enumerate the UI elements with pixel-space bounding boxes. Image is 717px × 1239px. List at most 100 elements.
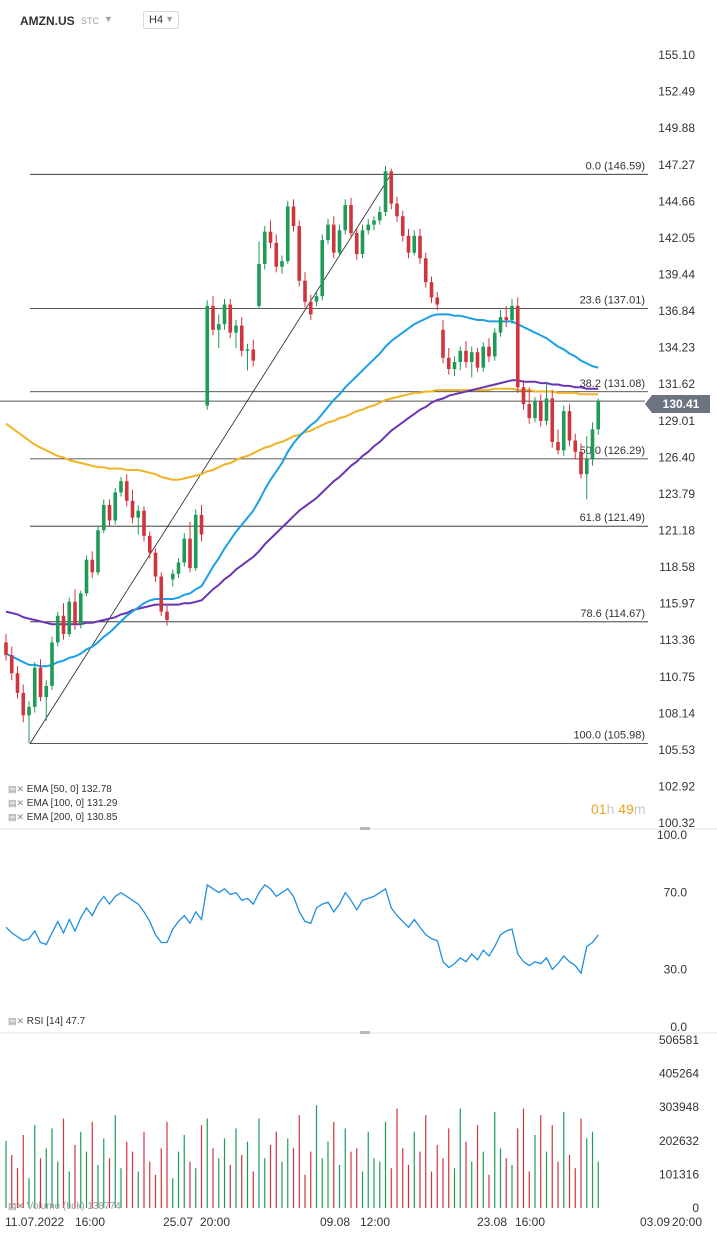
candle-body <box>147 535 152 553</box>
candle-body <box>349 205 353 234</box>
candle-body <box>182 538 187 563</box>
candle-body <box>27 706 31 716</box>
market-label[interactable]: STC <box>81 16 99 26</box>
candle-body <box>50 642 54 686</box>
chart-header: AMZN.US STC ▼ H4 ▼ <box>0 0 717 40</box>
candle-body <box>257 263 261 306</box>
candle-body <box>280 261 284 267</box>
price-axis-tick: 108.14 <box>658 706 695 720</box>
candle-body <box>487 346 491 357</box>
candle-body <box>441 329 445 358</box>
time-axis-tick: 16:00 <box>515 1215 545 1229</box>
candle-body <box>400 216 405 236</box>
time-axis-tick: 03.09 <box>640 1215 670 1229</box>
candle-body <box>291 206 296 227</box>
candle-body <box>320 240 325 297</box>
legend-volume[interactable]: ▤✕ Volume (tick) 138774 <box>8 1201 121 1212</box>
candle-body <box>21 692 26 716</box>
candle-body <box>268 231 273 243</box>
countdown-minutes: 49 <box>618 801 634 817</box>
legend-ema50[interactable]: ▤✕ EMA [50, 0] 132.78 <box>8 784 112 795</box>
settings-icon[interactable]: ▤✕ <box>8 1016 25 1026</box>
price-axis-tick: 121.18 <box>658 524 695 538</box>
price-axis-tick: 110.75 <box>659 670 695 684</box>
candle-body <box>222 304 227 325</box>
candle-body <box>188 538 192 569</box>
candle-body <box>354 233 359 255</box>
candle-body <box>84 559 89 594</box>
price-axis-tick: 105.53 <box>658 743 695 757</box>
legend-rsi[interactable]: ▤✕ RSI [14] 47.7 <box>8 1016 85 1027</box>
candle-body <box>153 552 158 577</box>
price-axis-tick: 113.36 <box>659 633 695 647</box>
legend-volume-value: 138774 <box>87 1201 121 1212</box>
rsi-axis-tick: 70.0 <box>664 886 688 900</box>
price-axis-tick: 139.44 <box>658 268 695 282</box>
candle-body <box>303 280 307 302</box>
candle-body <box>446 357 451 370</box>
candle-body <box>596 401 601 430</box>
candle-body <box>245 349 250 351</box>
candle-countdown: 01h 49m <box>591 801 646 817</box>
candle-body <box>130 500 135 518</box>
legend-volume-label: Volume (tick) <box>26 1201 85 1212</box>
candle-body <box>176 562 181 574</box>
candle-body <box>429 282 434 298</box>
price-axis-tick: 152.49 <box>658 85 695 99</box>
settings-icon[interactable]: ▤✕ <box>8 784 25 794</box>
legend-ema50-label: EMA [50, 0] <box>26 784 79 795</box>
price-axis-tick: 100.32 <box>658 816 695 830</box>
price-axis-tick: 126.40 <box>658 450 695 464</box>
candle-body <box>61 615 66 635</box>
candle-body <box>556 441 560 451</box>
candle-body <box>372 220 376 225</box>
candle-body <box>211 305 215 330</box>
settings-icon[interactable]: ▤✕ <box>8 1201 25 1211</box>
candle-body <box>584 458 589 475</box>
volume-axis-tick: 506581 <box>659 1033 699 1047</box>
settings-icon[interactable]: ▤✕ <box>8 798 25 808</box>
candle-body <box>159 576 164 612</box>
candle-body <box>9 655 14 674</box>
candle-body <box>458 350 463 363</box>
candle-body <box>561 411 566 451</box>
candle-body <box>262 231 267 264</box>
panel-resize-handle <box>360 827 370 830</box>
market-dropdown-icon[interactable]: ▼ <box>104 14 113 24</box>
fibonacci-label: 50.0 (126.29) <box>580 445 645 457</box>
chevron-down-icon: ▼ <box>165 14 174 24</box>
candle-body <box>337 230 342 253</box>
symbol-label[interactable]: AMZN.US <box>20 14 75 28</box>
time-axis-tick: 20:00 <box>672 1215 702 1229</box>
timeframe-select[interactable]: H4 ▼ <box>143 11 179 29</box>
fibonacci-label: 0.0 (146.59) <box>586 160 645 172</box>
panel-resize-handle <box>360 1031 370 1034</box>
candle-body <box>567 411 572 441</box>
candle-body <box>521 387 526 405</box>
ema50-line <box>5 313 599 668</box>
legend-ema100[interactable]: ▤✕ EMA [100, 0] 131.29 <box>8 798 117 809</box>
candle-body <box>343 205 348 231</box>
candle-body <box>78 593 83 625</box>
legend-ema50-value: 132.78 <box>81 784 112 795</box>
fibonacci-label: 78.6 (114.67) <box>580 608 645 620</box>
settings-icon[interactable]: ▤✕ <box>8 812 25 822</box>
candle-body <box>55 615 60 643</box>
countdown-hours-unit: h <box>606 801 615 817</box>
legend-ema200[interactable]: ▤✕ EMA [200, 0] 130.85 <box>8 812 117 823</box>
rsi-axis-tick: 100.0 <box>657 828 687 842</box>
legend-ema200-label: EMA [200, 0] <box>26 812 85 823</box>
candle-body <box>452 362 457 370</box>
candle-body <box>544 398 549 421</box>
price-axis-tick: 142.05 <box>658 231 695 245</box>
volume-axis-tick: 405264 <box>659 1067 699 1081</box>
candle-body <box>515 305 520 388</box>
time-axis-tick: 11.07.2022 <box>5 1215 64 1229</box>
price-axis-tick: 131.62 <box>658 377 695 391</box>
candle-body <box>15 673 20 693</box>
price-axis-tick: 134.23 <box>658 341 695 355</box>
candle-body <box>165 611 169 620</box>
price-axis-tick: 115.97 <box>659 597 695 611</box>
